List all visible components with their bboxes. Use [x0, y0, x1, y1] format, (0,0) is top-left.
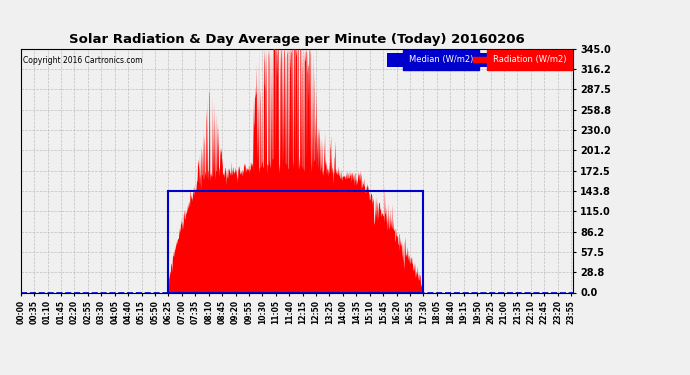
- Legend: Median (W/m2), Radiation (W/m2): Median (W/m2), Radiation (W/m2): [387, 53, 569, 67]
- Text: Copyright 2016 Cartronics.com: Copyright 2016 Cartronics.com: [23, 56, 143, 65]
- Bar: [168, 191, 424, 292]
- Title: Solar Radiation & Day Average per Minute (Today) 20160206: Solar Radiation & Day Average per Minute…: [69, 33, 524, 46]
